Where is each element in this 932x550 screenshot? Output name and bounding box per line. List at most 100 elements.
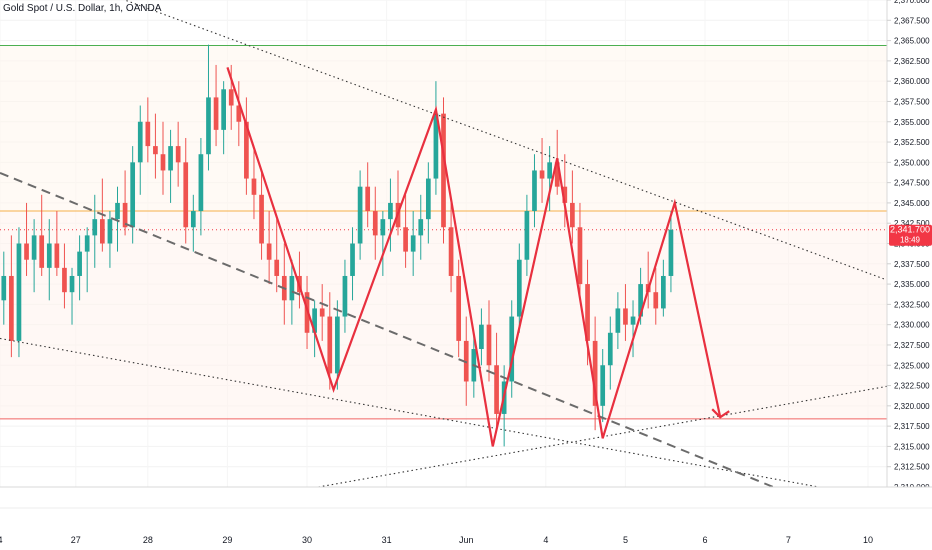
time-axis[interactable] — [0, 487, 932, 550]
candle-body — [84, 235, 90, 252]
candle-body — [1, 275, 7, 301]
candle-body — [206, 97, 211, 155]
candle-body — [357, 186, 363, 244]
candle-body — [69, 275, 75, 293]
candle-body — [190, 211, 196, 228]
y-tick-label: 2,345.000 — [894, 199, 930, 208]
y-tick-label: 2,352.500 — [894, 138, 930, 147]
candle-body — [99, 219, 105, 244]
y-tick-label: 2,357.500 — [894, 97, 930, 106]
candle-body — [251, 178, 257, 195]
y-tick-label: 2,330.000 — [894, 321, 930, 330]
candle-body — [479, 324, 484, 350]
candle-body — [403, 227, 408, 252]
candle-body — [509, 316, 515, 382]
candle-body — [668, 229, 674, 276]
candle-body — [410, 235, 416, 252]
candle-body — [418, 219, 424, 236]
candle-body — [31, 235, 37, 260]
candle-body — [661, 275, 666, 309]
candle-body — [77, 251, 82, 276]
x-tick-label: 29 — [222, 535, 232, 545]
candle-body — [327, 316, 333, 374]
candle-body — [266, 243, 272, 260]
candle-body — [441, 113, 446, 228]
last-price-countdown: 18:49 — [900, 236, 921, 245]
candle-body — [532, 170, 537, 212]
candle-body — [145, 121, 151, 147]
candle-body — [463, 340, 469, 382]
candle-body — [380, 219, 386, 236]
last-price-value: 2,341.700 — [890, 225, 930, 235]
candle-body — [137, 121, 143, 163]
y-tick-label: 2,325.000 — [894, 361, 930, 370]
x-tick-label: 27 — [71, 535, 81, 545]
candle-body — [577, 227, 583, 285]
lower-zone — [0, 211, 887, 419]
candle-body — [547, 162, 552, 179]
y-tick-label: 2,312.500 — [894, 463, 930, 472]
candle-body — [388, 202, 393, 220]
x-tick-label: 5 — [623, 535, 628, 545]
y-tick-label: 2,315.000 — [894, 442, 930, 451]
x-tick-label: 28 — [143, 535, 153, 545]
candle-body — [54, 243, 60, 268]
candle-body — [342, 275, 348, 317]
candle-body — [486, 324, 492, 366]
candle-body — [107, 219, 113, 244]
candle-body — [365, 186, 371, 212]
candle-body — [236, 105, 242, 122]
x-tick-label: 4 — [0, 535, 3, 545]
y-tick-label: 2,322.500 — [894, 382, 930, 391]
candle-body — [335, 316, 340, 374]
x-tick-label: 4 — [543, 535, 548, 545]
candle-body — [153, 146, 158, 155]
candle-body — [274, 259, 280, 276]
candle-body — [183, 162, 189, 228]
candle-body — [448, 227, 454, 276]
candles — [1, 44, 674, 447]
candle-body — [9, 275, 14, 341]
candle-body — [46, 243, 52, 268]
chart-title: Gold Spot / U.S. Dollar, 1h, OANDA — [3, 3, 162, 14]
y-tick-label: 2,355.000 — [894, 118, 930, 127]
y-tick-label: 2,342.500 — [894, 219, 930, 228]
candle-body — [130, 162, 136, 228]
y-tick-label: 2,365.000 — [894, 37, 930, 46]
y-tick-label: 2,367.500 — [894, 16, 930, 25]
dashed-trendline — [0, 171, 774, 488]
y-tick-label: 2,317.500 — [894, 422, 930, 431]
candle-body — [562, 186, 568, 203]
candle-body — [623, 308, 628, 325]
candle-body — [213, 97, 219, 130]
y-tick-label: 2,347.500 — [894, 179, 930, 188]
y-tick-label: 2,370.000 — [894, 0, 930, 5]
y-tick-label: 2,335.000 — [894, 280, 930, 289]
candle-body — [570, 202, 575, 228]
candle-body — [168, 146, 173, 171]
candle-body — [350, 243, 355, 276]
candle-body — [554, 162, 560, 187]
y-tick-label: 2,362.500 — [894, 57, 930, 66]
candle-body — [175, 146, 181, 163]
candle-body — [16, 243, 22, 341]
candle-body — [524, 211, 530, 260]
x-tick-label: 7 — [786, 535, 791, 545]
time-axis-labels: 4 27 28 29 30 31 Jun 4 5 6 7 10 — [0, 535, 873, 545]
y-tick-label: 2,320.000 — [894, 402, 930, 411]
x-tick-label: 30 — [302, 535, 312, 545]
candle-body — [600, 365, 606, 406]
x-tick-label: 31 — [382, 535, 392, 545]
price-axis-labels: 2,310.0002,312.5002,315.0002,317.5002,32… — [887, 0, 930, 492]
candle-body — [607, 332, 613, 366]
candle-body — [24, 243, 29, 260]
candle-body — [92, 219, 98, 236]
y-tick-label: 2,332.500 — [894, 300, 930, 309]
candle-body — [319, 308, 325, 317]
candle-body — [198, 154, 204, 212]
candle-body — [516, 259, 522, 317]
candle-body — [494, 365, 499, 414]
y-tick-label: 2,327.500 — [894, 341, 930, 350]
x-tick-label: 10 — [863, 535, 873, 545]
